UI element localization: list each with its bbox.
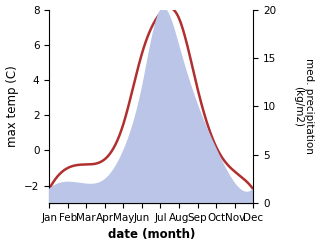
X-axis label: date (month): date (month)	[108, 228, 195, 242]
Y-axis label: max temp (C): max temp (C)	[5, 65, 19, 147]
Y-axis label: med. precipitation
(kg/m2): med. precipitation (kg/m2)	[293, 59, 315, 154]
